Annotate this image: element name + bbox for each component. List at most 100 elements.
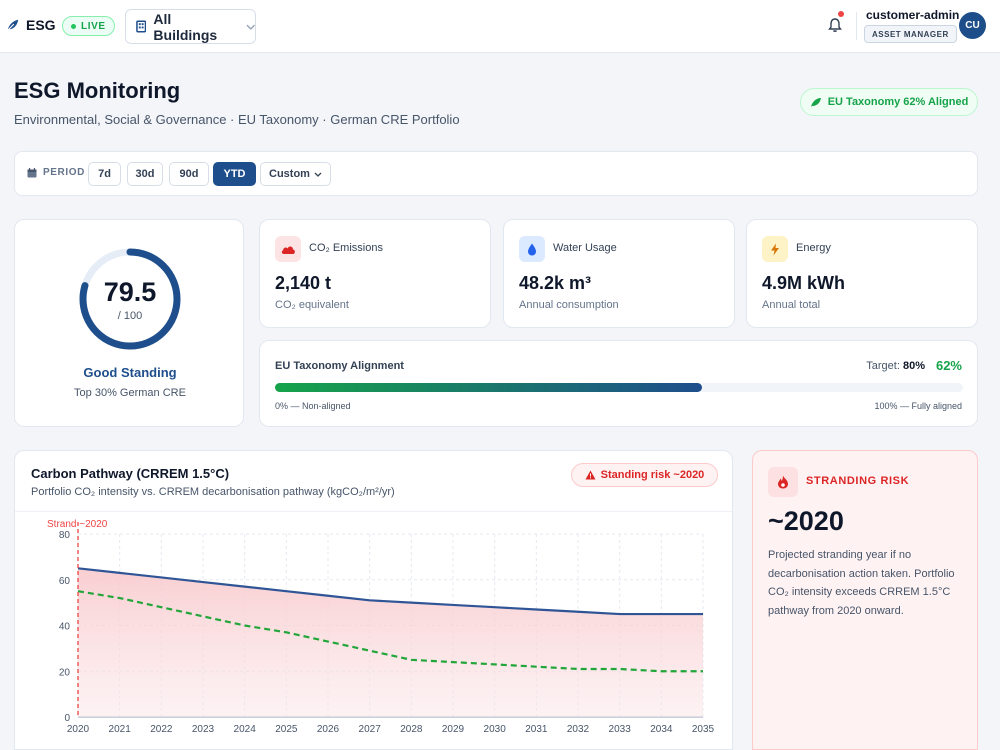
x-tick-label: 2033 bbox=[609, 724, 632, 735]
esg-score-max: / 100 bbox=[117, 310, 143, 322]
x-tick-label: 2024 bbox=[234, 724, 257, 735]
building-select[interactable]: All Buildings bbox=[125, 9, 256, 44]
x-tick-label: 2029 bbox=[442, 724, 465, 735]
strand-marker-label: Strand ~2020 bbox=[47, 519, 108, 530]
eu-taxonomy-current: 62% bbox=[935, 358, 962, 373]
brand-name: ESG bbox=[26, 17, 56, 33]
avatar[interactable]: CU bbox=[959, 12, 986, 39]
divider bbox=[15, 511, 732, 512]
page-title: ESG Monitoring bbox=[14, 78, 181, 103]
eu-taxonomy-target: Target: 80% bbox=[866, 360, 925, 372]
y-tick-label: 20 bbox=[59, 667, 71, 678]
period-filter-bar: PERIOD 7d 30d 90d YTD Custom bbox=[14, 151, 978, 196]
x-tick-label: 2032 bbox=[567, 724, 590, 735]
period-option-90d[interactable]: 90d bbox=[169, 162, 209, 186]
taxonomy-badge-label: EU Taxonomy 62% Aligned bbox=[827, 96, 969, 108]
leaf-logo-icon bbox=[7, 19, 19, 31]
eu-target-value: 80% bbox=[902, 360, 925, 372]
cloud-icon bbox=[275, 236, 301, 262]
taxonomy-badge: EU Taxonomy 62% Aligned bbox=[800, 88, 978, 116]
eu-taxonomy-card: EU Taxonomy Alignment Target: 80% 62% 0%… bbox=[259, 340, 978, 427]
metric-value: 2,140 t bbox=[275, 273, 332, 293]
metric-value: 48.2k m³ bbox=[519, 273, 592, 293]
carbon-pathway-card: Carbon Pathway (CRREM 1.5°C) Portfolio C… bbox=[14, 450, 733, 750]
x-tick-label: 2035 bbox=[692, 724, 715, 735]
x-tick-label: 2030 bbox=[484, 724, 507, 735]
bell-icon[interactable] bbox=[827, 17, 843, 33]
x-tick-label: 2025 bbox=[275, 724, 298, 735]
brand[interactable]: ESG bbox=[6, 17, 56, 33]
metric-title: Water Usage bbox=[553, 242, 617, 254]
divider bbox=[856, 12, 857, 40]
calendar-icon bbox=[27, 167, 37, 177]
eu-scale-left: 0% — Non-aligned bbox=[275, 401, 351, 411]
notification-dot bbox=[838, 11, 844, 17]
eu-taxonomy-progress-track bbox=[275, 383, 963, 392]
live-dot-icon bbox=[71, 23, 76, 29]
period-custom-label: Custom bbox=[269, 168, 310, 180]
x-tick-label: 2031 bbox=[525, 724, 548, 735]
metric-subtitle: CO₂ equivalent bbox=[275, 299, 349, 311]
y-tick-label: 60 bbox=[59, 576, 71, 587]
period-option-30d[interactable]: 30d bbox=[127, 162, 163, 186]
metric-card-water[interactable]: Water Usage 48.2k m³ Annual consumption bbox=[503, 219, 735, 328]
score-ring bbox=[79, 248, 181, 350]
stranding-risk-card: STRANDING RISK ~2020 Projected stranding… bbox=[752, 450, 978, 750]
lightning-icon bbox=[762, 236, 788, 262]
stranding-risk-pill-label: Standing risk ~2020 bbox=[600, 469, 705, 481]
y-tick-label: 40 bbox=[59, 622, 71, 633]
metric-title: Energy bbox=[796, 242, 831, 254]
stranding-year: ~2020 bbox=[768, 506, 844, 536]
metric-card-energy[interactable]: Energy 4.9M kWh Annual total bbox=[746, 219, 978, 328]
x-tick-label: 2020 bbox=[67, 724, 90, 735]
period-option-7d[interactable]: 7d bbox=[88, 162, 121, 186]
top-bar: ESG LIVE All Buildings customer-admin AS… bbox=[0, 0, 1000, 53]
flame-icon bbox=[768, 467, 798, 497]
x-tick-label: 2028 bbox=[400, 724, 423, 735]
eu-target-label: Target: bbox=[866, 360, 900, 372]
user-name[interactable]: customer-admin bbox=[866, 8, 960, 22]
x-tick-label: 2026 bbox=[317, 724, 340, 735]
building-icon bbox=[136, 20, 147, 33]
live-badge: LIVE bbox=[62, 16, 115, 36]
stranding-description: Projected stranding year if no decarboni… bbox=[768, 549, 955, 617]
eu-taxonomy-title: EU Taxonomy Alignment bbox=[275, 360, 404, 372]
x-tick-label: 2027 bbox=[359, 724, 382, 735]
chart-title: Carbon Pathway (CRREM 1.5°C) bbox=[31, 466, 230, 481]
period-label: PERIOD bbox=[27, 167, 85, 178]
x-tick-label: 2034 bbox=[650, 724, 673, 735]
y-tick-label: 80 bbox=[59, 530, 71, 541]
stranding-risk-label: STRANDING RISK bbox=[806, 475, 910, 487]
chevron-down-icon bbox=[314, 172, 322, 177]
leaf-icon bbox=[810, 97, 821, 107]
period-option-ytd[interactable]: YTD bbox=[213, 162, 256, 186]
esg-score-status: Good Standing bbox=[83, 365, 177, 380]
x-tick-label: 2023 bbox=[192, 724, 215, 735]
period-label-text: PERIOD bbox=[43, 167, 85, 178]
eu-scale-right: 100% — Fully aligned bbox=[874, 401, 962, 411]
eu-taxonomy-progress-fill bbox=[275, 383, 702, 392]
user-role-badge: ASSET MANAGER bbox=[864, 25, 957, 43]
y-tick-label: 0 bbox=[64, 713, 70, 724]
metric-title: CO₂ Emissions bbox=[309, 242, 383, 254]
warning-icon bbox=[585, 470, 596, 480]
page-subtitle: Environmental, Social & Governance · EU … bbox=[14, 112, 460, 127]
metric-card-co2[interactable]: CO₂ Emissions 2,140 t CO₂ equivalent bbox=[259, 219, 491, 328]
metric-value: 4.9M kWh bbox=[762, 273, 846, 293]
esg-score-card: 79.5 / 100 Good Standing Top 30% German … bbox=[14, 219, 244, 427]
stranding-risk-pill: Standing risk ~2020 bbox=[571, 463, 718, 487]
esg-score-rank: Top 30% German CRE bbox=[74, 387, 186, 399]
metric-subtitle: Annual total bbox=[762, 299, 821, 311]
period-custom-button[interactable]: Custom bbox=[260, 162, 331, 186]
chart-subtitle: Portfolio CO₂ intensity vs. CRREM decarb… bbox=[31, 486, 395, 498]
series-area-fill bbox=[78, 568, 703, 717]
x-tick-label: 2022 bbox=[150, 724, 173, 735]
water-drop-icon bbox=[519, 236, 545, 262]
esg-score-value: 79.5 bbox=[103, 277, 157, 307]
series-line-0 bbox=[77, 567, 703, 616]
live-label: LIVE bbox=[81, 20, 106, 32]
metric-subtitle: Annual consumption bbox=[519, 299, 619, 311]
building-select-value: All Buildings bbox=[153, 10, 218, 43]
chevron-down-icon bbox=[245, 24, 255, 30]
carbon-pathway-chart: 0 20 40 60 80 2020 2021 2022 2023 2024 2025 2026 202… bbox=[47, 519, 715, 735]
